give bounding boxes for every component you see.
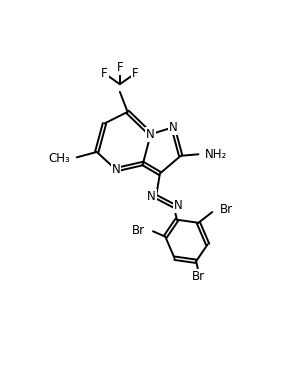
Text: F: F — [132, 67, 139, 80]
Text: N: N — [174, 199, 183, 212]
Text: Br: Br — [220, 203, 233, 216]
Text: Br: Br — [192, 270, 205, 283]
Text: Br: Br — [132, 224, 145, 237]
Text: N: N — [147, 190, 156, 203]
Text: F: F — [117, 61, 123, 74]
Text: N: N — [112, 163, 120, 176]
Text: F: F — [101, 67, 108, 80]
Text: NH₂: NH₂ — [204, 148, 227, 161]
Text: N: N — [146, 128, 155, 141]
Text: CH₃: CH₃ — [49, 152, 71, 164]
Text: N: N — [169, 121, 177, 134]
